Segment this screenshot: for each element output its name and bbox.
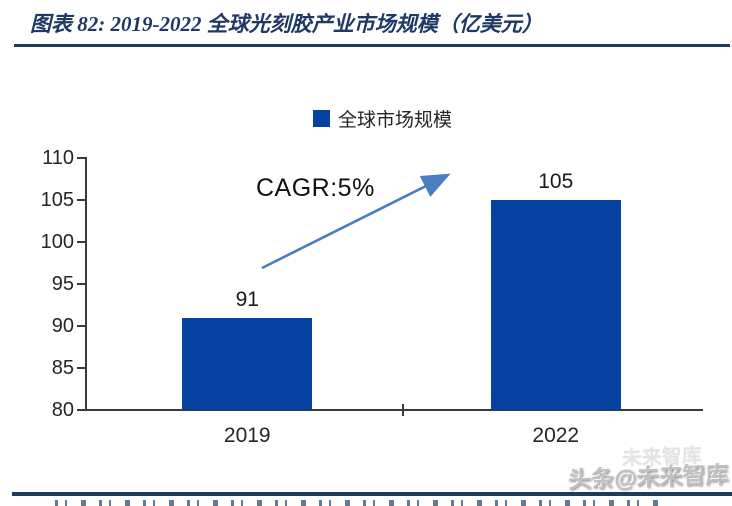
x-tick-label: 2022 <box>532 424 580 447</box>
y-tick-label: 80 <box>51 399 74 421</box>
y-tick-label: 85 <box>51 357 74 379</box>
figure-title: 图表 82: 2019-2022 全球光刻胶产业市场规模（亿美元） <box>30 12 543 36</box>
y-tick-label: 100 <box>40 231 74 253</box>
watermark-text: 头条@未来智库 <box>567 461 729 493</box>
y-tick-mark <box>77 409 85 411</box>
bar-2019 <box>182 317 313 410</box>
y-tick-label: 110 <box>42 147 74 169</box>
bar-2022 <box>490 200 621 410</box>
y-tick-mark <box>77 283 85 285</box>
chart-legend: 全球市场规模 <box>313 105 452 132</box>
bottom-divider <box>12 492 732 496</box>
x-tick-label: 2019 <box>223 424 271 447</box>
bar-value-label: 91 <box>235 287 259 311</box>
watermark: 未来智库 头条@未来智库 <box>567 445 729 495</box>
y-tick-mark <box>77 367 85 369</box>
category-separator-tick <box>401 404 404 416</box>
y-tick-mark <box>77 199 85 201</box>
y-tick-label: 90 <box>51 315 74 337</box>
y-tick-mark <box>77 157 85 159</box>
x-axis <box>85 409 703 411</box>
cagr-annotation: CAGR:5% <box>256 174 375 202</box>
cut-off-source-text <box>55 500 665 506</box>
y-tick-mark <box>77 325 85 327</box>
y-tick-label: 105 <box>40 189 74 211</box>
y-tick-label: 95 <box>51 273 74 295</box>
y-tick-mark <box>77 241 85 243</box>
legend-swatch <box>313 110 330 127</box>
y-axis <box>85 157 87 411</box>
legend-label: 全球市场规模 <box>338 110 453 131</box>
title-divider <box>14 44 730 47</box>
bar-value-label: 105 <box>538 170 574 193</box>
